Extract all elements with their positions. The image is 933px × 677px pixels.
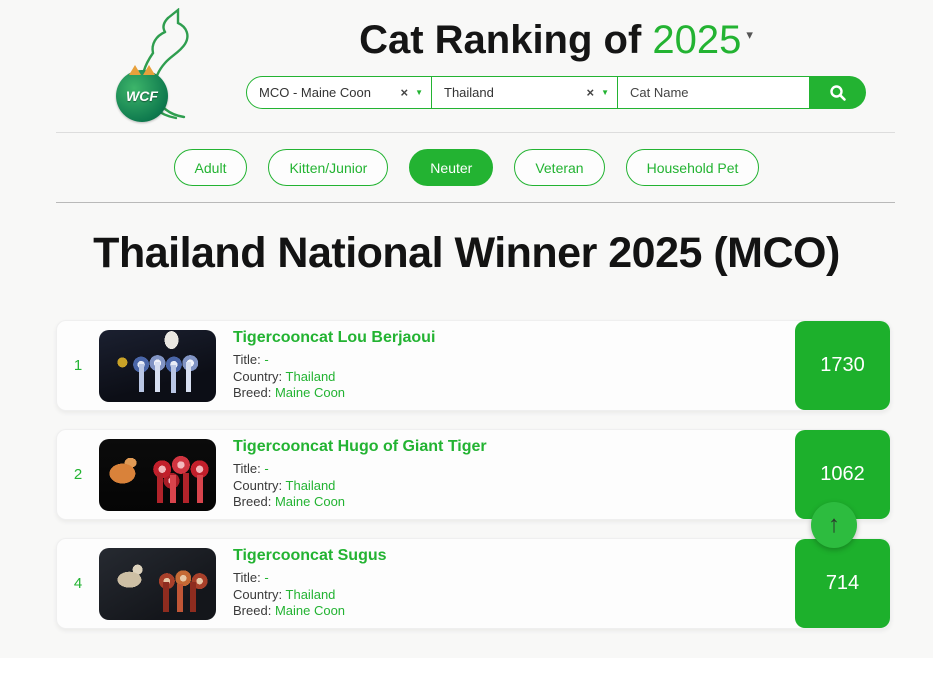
breed-line: Breed: Maine Coon bbox=[233, 494, 795, 511]
country-line: Country: Thailand bbox=[233, 369, 795, 386]
filter-pill-adult[interactable]: Adult bbox=[173, 149, 248, 186]
scroll-to-top-button[interactable]: ↑ bbox=[811, 502, 857, 548]
breed-label: Breed: bbox=[233, 494, 272, 510]
country-value[interactable]: Thailand bbox=[285, 586, 336, 602]
cat-name-link[interactable]: Tigercooncat Sugus bbox=[233, 547, 387, 565]
breed-line: Breed: Maine Coon bbox=[233, 603, 795, 620]
country-value[interactable]: Thailand bbox=[285, 368, 336, 384]
title-line: Title: - bbox=[233, 461, 795, 478]
cat-photo bbox=[99, 438, 216, 511]
breed-select[interactable]: MCO - Maine Coon × ▼ bbox=[246, 76, 432, 109]
header-main: Cat Ranking of 2025 ▾ MCO - Maine Coon × … bbox=[217, 8, 895, 132]
year-dropdown[interactable]: 2025 bbox=[652, 18, 742, 62]
clear-icon[interactable]: × bbox=[586, 85, 595, 100]
wcf-badge: WCF bbox=[116, 65, 168, 122]
title-value: - bbox=[264, 461, 269, 477]
title-prefix: Cat Ranking of bbox=[359, 18, 642, 62]
chevron-down-icon[interactable]: ▾ bbox=[746, 27, 753, 42]
category-filter-pills: Adult Kitten/Junior Neuter Veteran House… bbox=[0, 149, 933, 186]
breed-value[interactable]: Maine Coon bbox=[274, 494, 346, 510]
rank-number: 1 bbox=[73, 357, 83, 374]
filter-pill-kitten-junior[interactable]: Kitten/Junior bbox=[268, 149, 389, 186]
country-label: Country: bbox=[233, 368, 283, 384]
search-icon bbox=[830, 84, 846, 101]
country-label: Country: bbox=[233, 477, 283, 493]
breed-label: Breed: bbox=[233, 385, 272, 401]
title-line: Title: - bbox=[233, 570, 795, 587]
country-select-value: Thailand bbox=[444, 85, 494, 100]
breed-line: Breed: Maine Coon bbox=[233, 385, 795, 402]
title-line: Title: - bbox=[233, 352, 795, 369]
breed-value[interactable]: Maine Coon bbox=[274, 385, 346, 401]
ranking-row[interactable]: 1 Tigercooncat Lou Berjaoui Title: - Cou… bbox=[56, 320, 891, 411]
divider bbox=[56, 202, 895, 203]
arrow-up-icon: ↑ bbox=[828, 511, 840, 538]
wcf-badge-label: WCF bbox=[126, 88, 158, 104]
ranking-row[interactable]: 2 Tigercooncat Hugo of Giant Tiger Title… bbox=[56, 429, 891, 520]
cat-photo bbox=[99, 329, 216, 402]
filter-pill-neuter[interactable]: Neuter bbox=[409, 149, 494, 186]
chevron-down-icon[interactable]: ▼ bbox=[601, 88, 609, 97]
clear-icon[interactable]: × bbox=[400, 85, 409, 100]
country-value[interactable]: Thailand bbox=[285, 477, 336, 493]
breed-label: Breed: bbox=[233, 603, 272, 619]
title-label: Title: bbox=[233, 352, 261, 368]
page: WCF Cat Ranking of 2025 ▾ MCO - Maine Coo… bbox=[0, 0, 933, 629]
ranking-list: 1 Tigercooncat Lou Berjaoui Title: - Cou… bbox=[56, 320, 891, 629]
page-title: Cat Ranking of 2025 ▾ bbox=[359, 18, 753, 62]
score-badge: 1730 bbox=[795, 321, 890, 410]
title-value: - bbox=[264, 570, 269, 586]
rank-number: 4 bbox=[73, 575, 83, 592]
ranking-row[interactable]: 4 Tigercooncat Sugus Title: - Country: T… bbox=[56, 538, 891, 629]
header: WCF Cat Ranking of 2025 ▾ MCO - Maine Coo… bbox=[0, 0, 933, 132]
breed-value[interactable]: Maine Coon bbox=[274, 603, 346, 619]
title-label: Title: bbox=[233, 570, 261, 586]
ranking-heading: Thailand National Winner 2025 (MCO) bbox=[93, 229, 840, 277]
cat-name-input[interactable] bbox=[618, 76, 810, 109]
country-label: Country: bbox=[233, 586, 283, 602]
search-bar: MCO - Maine Coon × ▼ Thailand × ▼ bbox=[246, 76, 866, 109]
cat-info: Tigercooncat Lou Berjaoui Title: - Count… bbox=[233, 329, 795, 402]
title-label: Title: bbox=[233, 461, 261, 477]
country-line: Country: Thailand bbox=[233, 478, 795, 495]
chevron-down-icon[interactable]: ▼ bbox=[415, 88, 423, 97]
rank-number: 2 bbox=[73, 466, 83, 483]
country-select[interactable]: Thailand × ▼ bbox=[432, 76, 618, 109]
score-badge: 714 bbox=[795, 539, 890, 628]
filter-pill-veteran[interactable]: Veteran bbox=[514, 149, 605, 186]
cat-info: Tigercooncat Sugus Title: - Country: Tha… bbox=[233, 547, 795, 620]
cat-name-link[interactable]: Tigercooncat Lou Berjaoui bbox=[233, 329, 436, 347]
cat-ears-icon bbox=[129, 63, 155, 77]
search-button[interactable] bbox=[810, 76, 866, 109]
filter-pill-household-pet[interactable]: Household Pet bbox=[625, 149, 760, 186]
cat-photo bbox=[99, 547, 216, 620]
wcf-logo[interactable]: WCF bbox=[112, 8, 217, 128]
cat-name-link[interactable]: Tigercooncat Hugo of Giant Tiger bbox=[233, 438, 487, 456]
country-line: Country: Thailand bbox=[233, 587, 795, 604]
breed-select-value: MCO - Maine Coon bbox=[259, 85, 371, 100]
title-value: - bbox=[264, 352, 269, 368]
cat-info: Tigercooncat Hugo of Giant Tiger Title: … bbox=[233, 438, 795, 511]
divider bbox=[56, 132, 895, 133]
